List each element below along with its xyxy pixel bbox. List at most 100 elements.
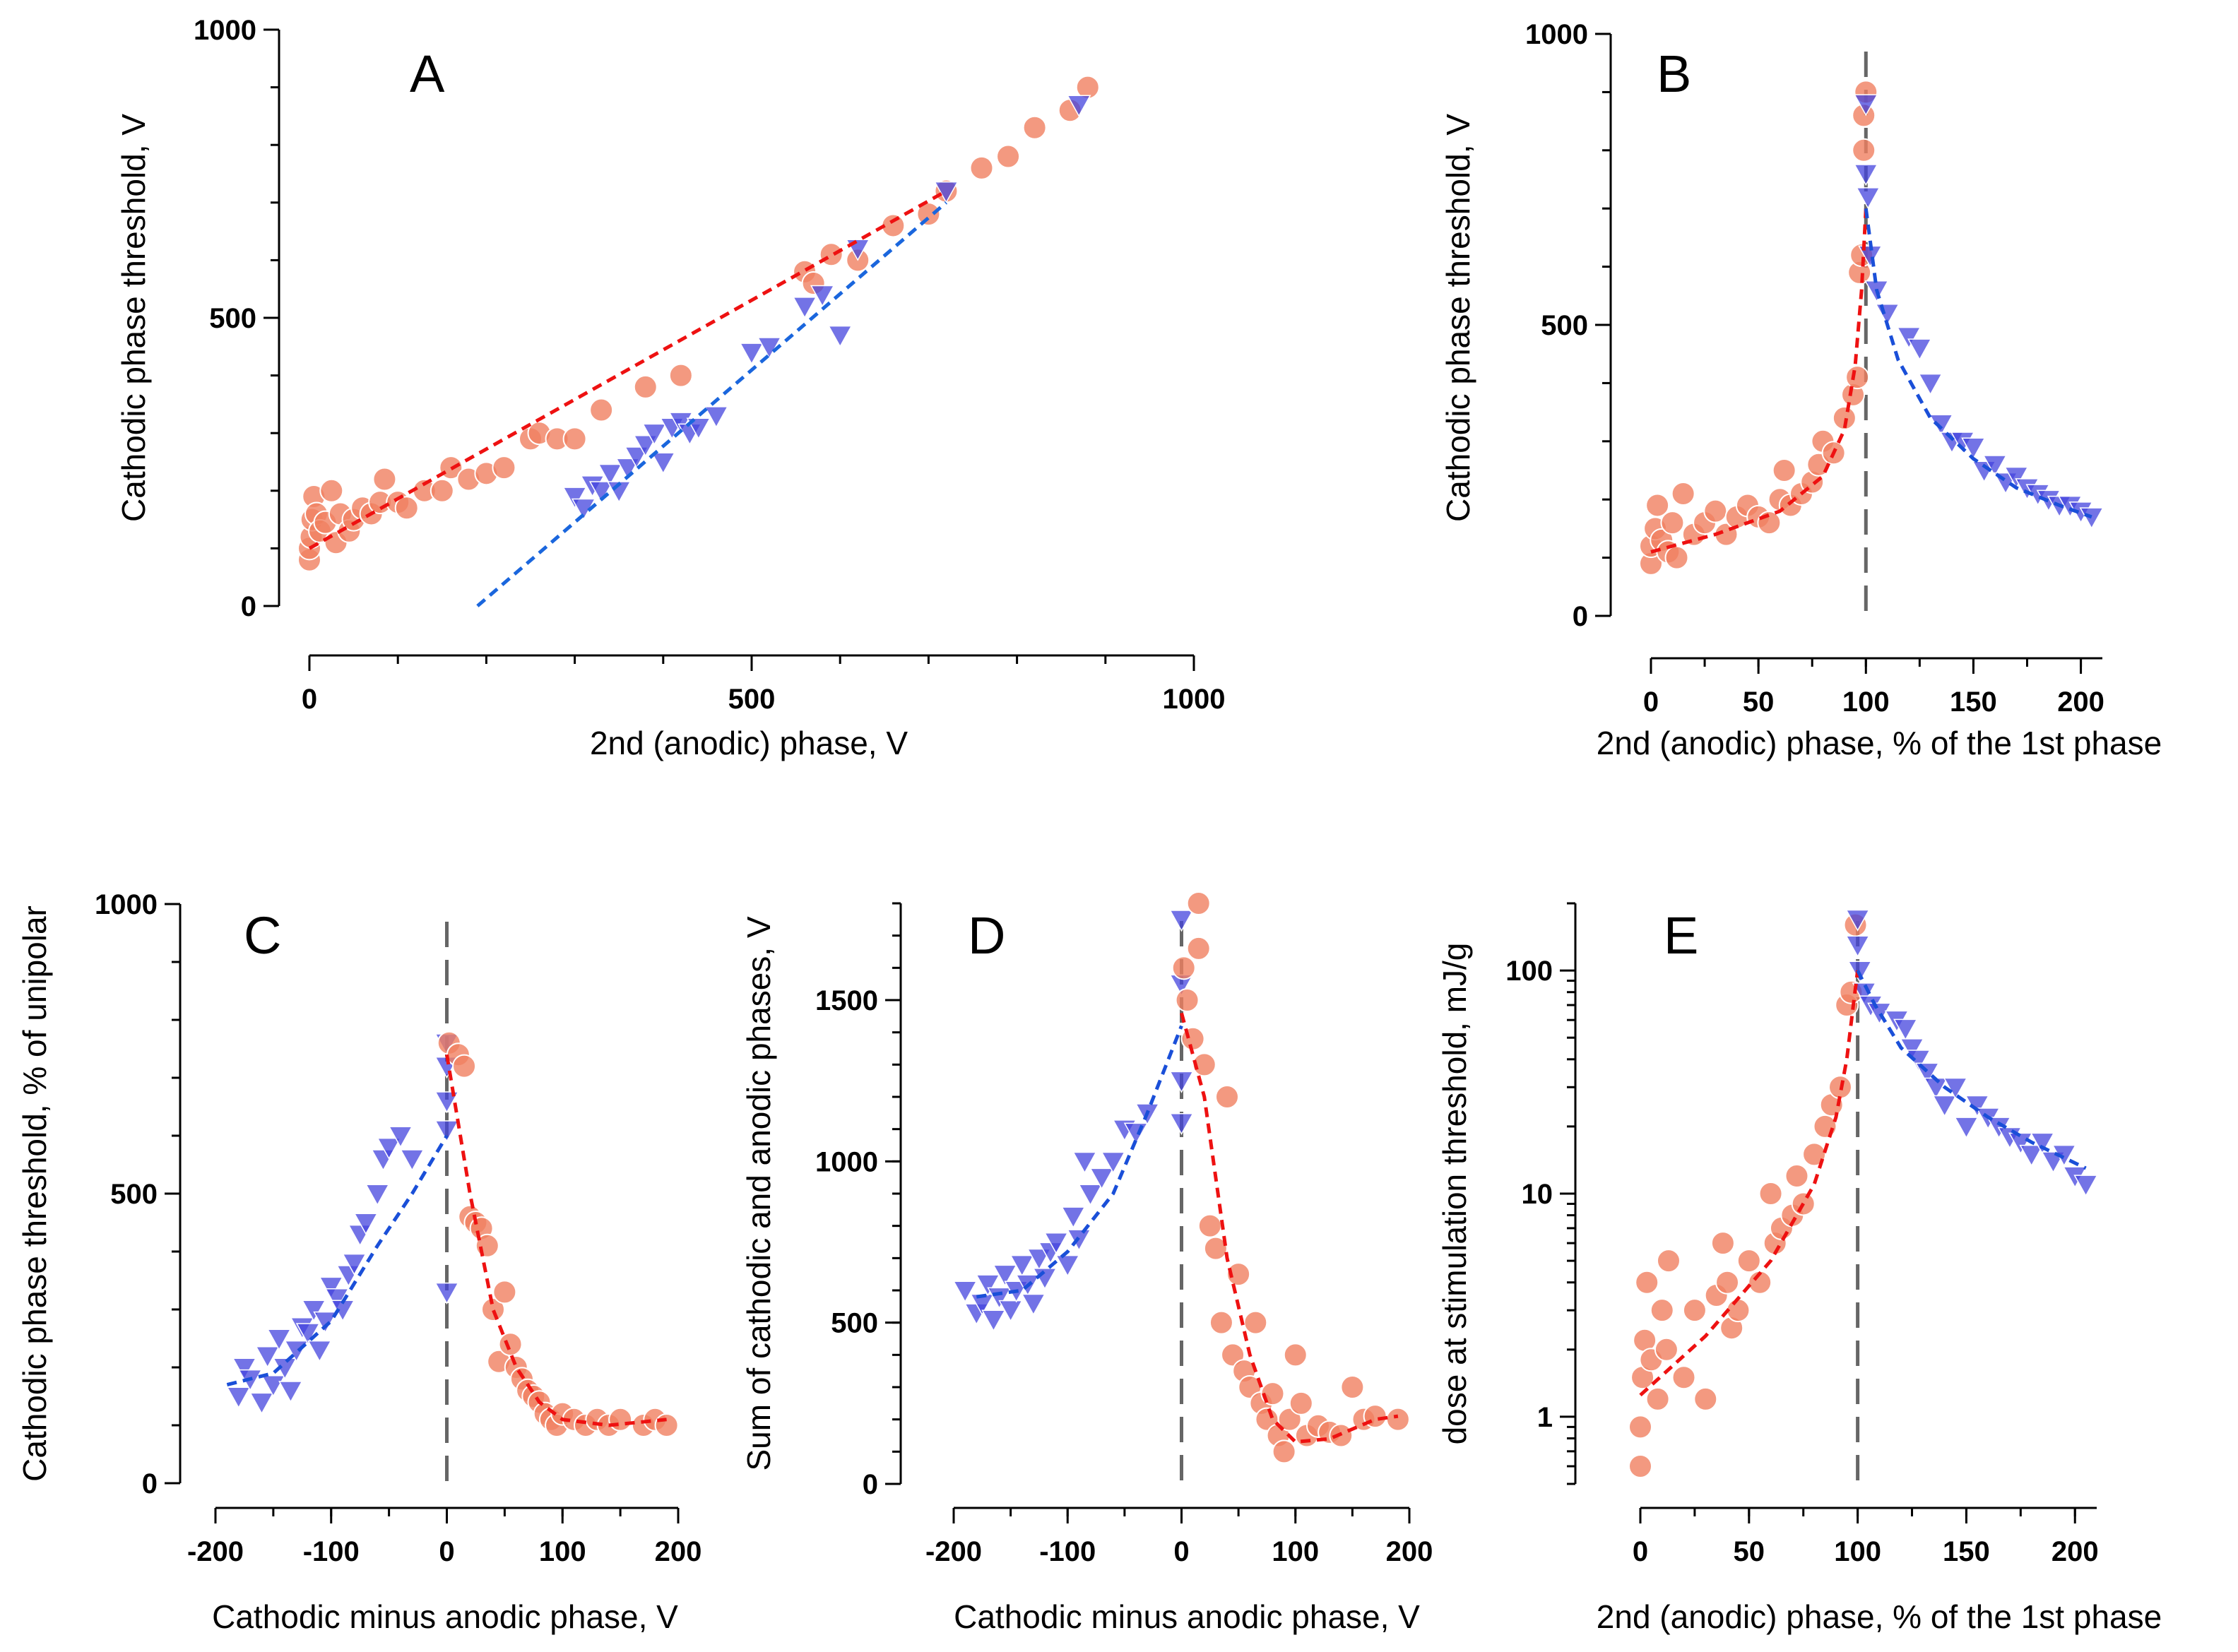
data-point [1169,1112,1194,1136]
data-point [1645,1386,1670,1411]
data-point [301,1300,326,1322]
data-point [916,202,941,227]
data-point [642,423,667,446]
data-point [226,1386,251,1409]
data-point [1340,1375,1365,1399]
data-point [668,363,693,388]
series-triangles-d [952,910,1194,1332]
data-point [827,325,853,348]
series-circles-a [297,75,1100,572]
data-point [324,1288,350,1311]
data-point [1072,1151,1097,1174]
data-point [651,452,676,475]
x-tick-label: 1000 [1163,684,1226,715]
x-tick-label: -100 [1039,1536,1096,1567]
data-point [562,487,587,509]
fit-line-b-1 [1864,208,2092,519]
data-point [633,374,658,399]
y-tick-label: 0 [142,1468,158,1499]
data-point [1845,909,1870,932]
y-tick-label: 500 [1541,310,1588,341]
data-point [1772,458,1796,482]
data-point [1832,405,1857,430]
data-point [668,412,694,434]
y-tick-label: 10 [1522,1179,1553,1210]
data-point [792,297,817,319]
data-point [1061,1206,1086,1229]
data-point [1896,326,1922,350]
data-point [2079,507,2104,530]
x-tick-label: 200 [2052,1536,2099,1567]
data-point [394,496,419,521]
data-point [319,478,344,503]
y-axis-title-a: Cathodic phase threshold, V [115,114,152,522]
data-point [1943,1077,1968,1100]
x-tick-label: 500 [728,684,776,715]
x-tick-label: -200 [925,1536,982,1567]
data-point [1043,1232,1069,1255]
x-tick-label: 100 [1842,687,1890,718]
data-point [434,1282,459,1305]
series-circles-b [1639,80,1878,576]
data-point [1784,1163,1809,1188]
fit-line-b-0 [1650,208,1868,554]
data-point [342,1253,367,1276]
data-point [819,242,843,267]
x-tick-label: 0 [1633,1536,1648,1567]
data-point [1175,988,1200,1012]
data-point [1186,936,1211,961]
data-point [981,1309,1006,1332]
series-circles-e [1628,913,1868,1478]
data-point [1918,373,1943,396]
y-tick-label: 1000 [815,1146,878,1177]
data-point [1226,1262,1251,1287]
x-tick-label: 150 [1943,1536,1990,1567]
data-point [1272,1439,1296,1464]
data-point [1628,1415,1652,1439]
data-point [1169,910,1194,932]
data-point [1867,1002,1892,1025]
data-point [1010,1254,1035,1278]
data-point [1021,1293,1046,1316]
x-axis-title-b: 2nd (anodic) phase, % of the 1st phase [1597,725,2162,761]
data-point [255,1346,280,1369]
x-axis-title-e: 2nd (anodic) phase, % of the 1st phase [1597,1598,2162,1635]
y-tick-label: 1000 [1525,19,1588,50]
data-point [976,1274,1000,1297]
data-point [1289,1391,1313,1415]
data-point [492,1280,517,1305]
x-tick-label: 0 [439,1536,454,1567]
data-point [588,481,614,504]
x-tick-label: 100 [1834,1536,1881,1567]
data-point [1089,1167,1114,1190]
data-point [633,434,658,458]
data-point [1055,1254,1080,1278]
data-point [232,1357,257,1380]
data-point [1026,1248,1052,1271]
y-tick-label: 100 [1505,956,1553,987]
data-point [1757,511,1782,535]
fit-line-c-1 [445,1054,667,1427]
data-point [1954,1117,1979,1139]
x-axis-title-d: Cathodic minus anodic phase, V [954,1598,1420,1635]
data-point [2019,1144,2044,1167]
data-point [1635,1270,1659,1295]
data-point [1758,1182,1783,1206]
y-axis-title-e: dose at stimulation threshold, mJ/g [1436,943,1473,1445]
data-point [1682,1298,1707,1323]
data-point [1209,1310,1233,1335]
panel-letter-b: B [1657,44,1691,103]
y-tick-label: 0 [863,1469,878,1500]
series-triangles-c [226,1033,459,1415]
y-tick-label: 500 [831,1308,878,1339]
data-point [1628,1454,1652,1478]
data-point [1802,1142,1827,1167]
data-point [307,1340,332,1362]
data-point [952,1280,978,1303]
data-point [1203,1236,1228,1261]
data-point [1726,1298,1751,1323]
data-point [1656,1249,1681,1273]
panel-e: 0 50 100 150 200 1 10 100 2nd (anodic) phase, % … [1436,902,2162,1635]
x-axis-title-a: 2nd (anodic) phase, V [590,725,908,761]
y-tick-label: 1000 [194,15,256,46]
